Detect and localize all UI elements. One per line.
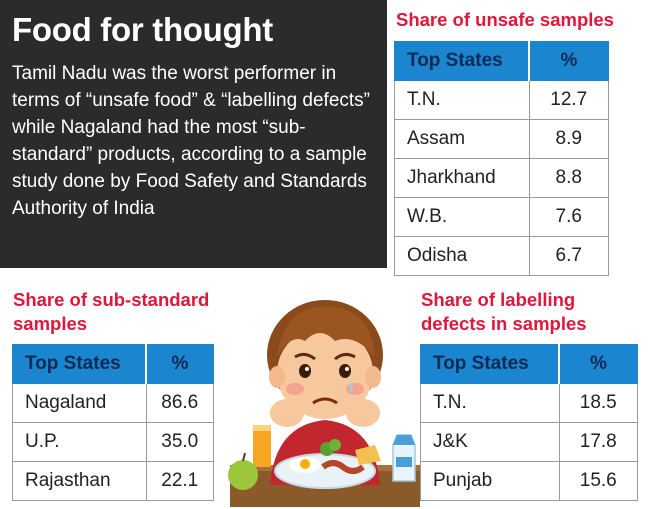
headline-panel: Food for thought Tamil Nadu was the wors… — [0, 0, 387, 268]
pct-cell: 86.6 — [145, 383, 214, 423]
table-header-row: Top States % — [420, 344, 638, 384]
col-header-pct: % — [558, 344, 638, 384]
unsafe-table: Top States % T.N. 12.7 Assam 8.9 Jharkhand… — [394, 41, 609, 276]
state-cell: J&K — [420, 422, 559, 462]
pct-cell: 35.0 — [145, 422, 214, 462]
substandard-title-line1: Share of sub-standard — [13, 289, 210, 310]
table-row: T.N. 12.7 — [394, 80, 609, 120]
right-hand — [346, 399, 380, 427]
page-title: Food for thought — [12, 11, 273, 48]
apple — [228, 460, 258, 490]
left-eye — [299, 364, 311, 378]
left-hand — [270, 399, 304, 427]
table-row: Jharkhand 8.8 — [394, 158, 609, 198]
table-row: W.B. 7.6 — [394, 197, 609, 237]
labelling-title-line2: defects in samples — [421, 313, 587, 334]
substandard-title-line2: samples — [13, 313, 88, 334]
state-cell: T.N. — [420, 383, 559, 423]
table-row: Nagaland 86.6 — [12, 383, 214, 423]
pct-cell: 6.7 — [528, 236, 609, 276]
labelling-title-line1: Share of labelling — [421, 289, 576, 310]
child-face — [277, 327, 373, 419]
headline-body: Tamil Nadu was the worst performer in te… — [12, 63, 371, 219]
substandard-table: Top States % Nagaland 86.6 U.P. 35.0 Rajas… — [12, 344, 214, 501]
right-eye — [339, 364, 351, 378]
table-header-row: Top States % — [12, 344, 214, 384]
unsafe-title: Share of unsafe samples — [396, 9, 614, 30]
table-row: Punjab 15.6 — [420, 461, 638, 501]
pct-cell: 18.5 — [558, 383, 638, 423]
col-header-pct: % — [145, 344, 214, 384]
pct-cell: 8.8 — [528, 158, 609, 198]
pct-cell: 17.8 — [558, 422, 638, 462]
col-header-state: Top States — [420, 344, 560, 384]
sad-mouth — [312, 397, 338, 405]
sad-child-illustration — [228, 300, 420, 507]
pct-cell: 7.6 — [528, 197, 609, 237]
labelling-title: Share of labelling defects in samples — [421, 288, 587, 336]
state-cell: Nagaland — [12, 383, 146, 423]
pct-cell: 12.7 — [528, 80, 609, 120]
table-row: Odisha 6.7 — [394, 236, 609, 276]
pct-cell: 22.1 — [145, 461, 214, 501]
state-cell: T.N. — [394, 80, 529, 120]
table-row: J&K 17.8 — [420, 422, 638, 462]
toast — [355, 445, 381, 465]
state-cell: U.P. — [12, 422, 146, 462]
labelling-table: Top States % T.N. 18.5 J&K 17.8 Punjab 15.6 — [420, 344, 638, 501]
table-row: Rajasthan 22.1 — [12, 461, 214, 501]
substandard-title: Share of sub-standard samples — [13, 288, 209, 336]
state-cell: Jharkhand — [394, 158, 529, 198]
col-header-pct: % — [528, 41, 609, 81]
state-cell: W.B. — [394, 197, 529, 237]
state-cell: Punjab — [420, 461, 559, 501]
table-row: U.P. 35.0 — [12, 422, 214, 462]
state-cell: Rajasthan — [12, 461, 146, 501]
state-cell: Odisha — [394, 236, 529, 276]
col-header-state: Top States — [394, 41, 530, 81]
table-row: Assam 8.9 — [394, 119, 609, 159]
tear — [349, 381, 353, 393]
pct-cell: 8.9 — [528, 119, 609, 159]
pct-cell: 15.6 — [558, 461, 638, 501]
juice-glass — [253, 425, 271, 467]
state-cell: Assam — [394, 119, 529, 159]
table-row: T.N. 18.5 — [420, 383, 638, 423]
col-header-state: Top States — [12, 344, 147, 384]
table-header-row: Top States % — [394, 41, 609, 81]
